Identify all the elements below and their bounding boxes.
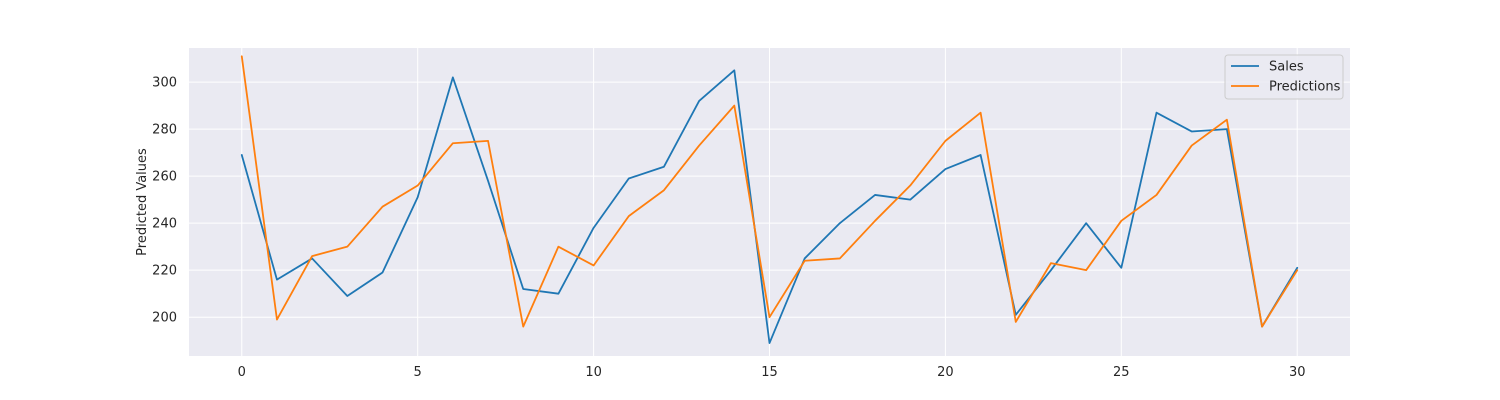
y-tick-label: 240 <box>152 217 177 232</box>
y-tick-label: 260 <box>152 170 177 185</box>
x-tick-label: 25 <box>1113 365 1130 380</box>
series-line-predictions <box>240 55 1299 328</box>
legend-label-predictions: Predictions <box>1269 80 1341 95</box>
legend-label-sales: Sales <box>1269 60 1304 75</box>
legend: Sales Predictions <box>1224 54 1344 100</box>
x-tick-label: 15 <box>761 365 778 380</box>
y-axis-title: Predicted Values <box>135 148 150 256</box>
y-tick-label: 200 <box>152 311 177 326</box>
series-line-sales <box>240 69 1299 344</box>
x-tick-label: 20 <box>937 365 954 380</box>
y-tick-label: 300 <box>152 76 177 91</box>
x-tick-label: 5 <box>414 365 422 380</box>
y-tick-label: 220 <box>152 264 177 279</box>
y-tick-label: 280 <box>152 123 177 138</box>
x-tick-label: 10 <box>585 365 602 380</box>
x-tick-label: 0 <box>238 365 246 380</box>
x-tick-label: 30 <box>1289 365 1306 380</box>
